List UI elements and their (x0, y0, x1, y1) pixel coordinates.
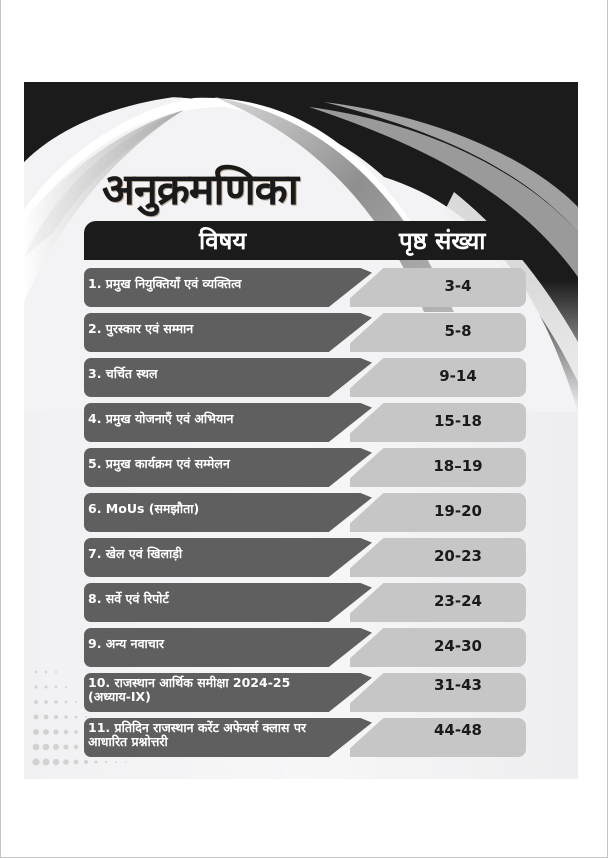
topic-label: 10. राजस्थान आर्थिक समीक्षा 2024-25 (अध्… (88, 675, 291, 704)
topic-cell: 11. प्रतिदिन राजस्थान करेंट अफेयर्स क्ला… (84, 718, 372, 757)
page-range: 9-14 (439, 367, 477, 385)
topic-label: 2. पुरस्कार एवं सम्मान (88, 321, 194, 336)
table-row[interactable]: 11. प्रतिदिन राजस्थान करेंट अफेयर्स क्ला… (84, 718, 526, 757)
table-row[interactable]: 1. प्रमुख नियुक्तियाँ एवं व्यक्तित्व 3-4 (84, 268, 526, 307)
table-row[interactable]: 9. अन्य नवाचार 24-30 (84, 628, 526, 667)
topic-cell: 4. प्रमुख योजनाएँ एवं अभियान (84, 403, 372, 442)
page-range: 20-23 (434, 547, 482, 565)
topic-cell: 5. प्रमुख कार्यक्रम एवं सम्मेलन (84, 448, 372, 487)
page-range: 15-18 (434, 412, 482, 430)
page-cell: 3-4 (350, 268, 526, 307)
topic-label: 8. सर्वे एवं रिपोर्ट (88, 591, 169, 606)
table-row[interactable]: 2. पुरस्कार एवं सम्मान 5-8 (84, 313, 526, 352)
page-cell: 20-23 (350, 538, 526, 577)
topic-label: 3. चर्चित स्थल (88, 366, 158, 381)
page-range: 23-24 (434, 592, 482, 610)
table-header: विषय पृष्ठ संख्या (84, 221, 524, 260)
topic-cell: 9. अन्य नवाचार (84, 628, 372, 667)
header-subject: विषय (199, 227, 247, 255)
topic-label: 9. अन्य नवाचार (88, 636, 165, 651)
topic-cell: 10. राजस्थान आर्थिक समीक्षा 2024-25 (अध्… (84, 673, 372, 712)
topic-cell: 6. MoUs (समझौता) (84, 493, 372, 532)
page-cell: 15-18 (350, 403, 526, 442)
topic-label: 11. प्रतिदिन राजस्थान करेंट अफेयर्स क्ला… (88, 720, 307, 749)
table-row[interactable]: 8. सर्वे एवं रिपोर्ट 23-24 (84, 583, 526, 622)
table-row[interactable]: 5. प्रमुख कार्यक्रम एवं सम्मेलन 18–19 (84, 448, 526, 487)
topic-cell: 3. चर्चित स्थल (84, 358, 372, 397)
topic-cell: 7. खेल एवं खिलाड़ी (84, 538, 372, 577)
page-cell: 23-24 (350, 583, 526, 622)
page-range: 5-8 (444, 322, 472, 340)
page-range: 44-48 (434, 721, 482, 739)
page-range: 24-30 (434, 637, 482, 655)
table-row[interactable]: 3. चर्चित स्थल 9-14 (84, 358, 526, 397)
table-row[interactable]: 6. MoUs (समझौता) 19-20 (84, 493, 526, 532)
page-cell: 44-48 (350, 718, 526, 757)
topic-cell: 2. पुरस्कार एवं सम्मान (84, 313, 372, 352)
page-range: 31-43 (434, 676, 482, 694)
header-page-number: पृष्ठ संख्या (399, 227, 486, 255)
topic-cell: 8. सर्वे एवं रिपोर्ट (84, 583, 372, 622)
table-row[interactable]: 4. प्रमुख योजनाएँ एवं अभियान 15-18 (84, 403, 526, 442)
page-cell: 9-14 (350, 358, 526, 397)
index-sheet: अनुक्रमणिका विषय पृष्ठ संख्या 1. प्रमुख … (24, 82, 578, 779)
page-range: 3-4 (444, 277, 472, 295)
page-cell: 24-30 (350, 628, 526, 667)
page-title: अनुक्रमणिका (102, 165, 299, 215)
index-table: 1. प्रमुख नियुक्तियाँ एवं व्यक्तित्व 3-4… (84, 268, 526, 763)
page-cell: 5-8 (350, 313, 526, 352)
page-cell: 19-20 (350, 493, 526, 532)
topic-label: 1. प्रमुख नियुक्तियाँ एवं व्यक्तित्व (88, 276, 242, 291)
topic-label: 5. प्रमुख कार्यक्रम एवं सम्मेलन (88, 456, 230, 471)
table-row[interactable]: 10. राजस्थान आर्थिक समीक्षा 2024-25 (अध्… (84, 673, 526, 712)
topic-label: 4. प्रमुख योजनाएँ एवं अभियान (88, 411, 234, 426)
page-range: 18–19 (433, 457, 483, 475)
topic-label: 7. खेल एवं खिलाड़ी (88, 546, 183, 561)
topic-label: 6. MoUs (समझौता) (88, 501, 200, 516)
table-row[interactable]: 7. खेल एवं खिलाड़ी 20-23 (84, 538, 526, 577)
topic-cell: 1. प्रमुख नियुक्तियाँ एवं व्यक्तित्व (84, 268, 372, 307)
page-range: 19-20 (434, 502, 482, 520)
page-cell: 31-43 (350, 673, 526, 712)
page-cell: 18–19 (350, 448, 526, 487)
